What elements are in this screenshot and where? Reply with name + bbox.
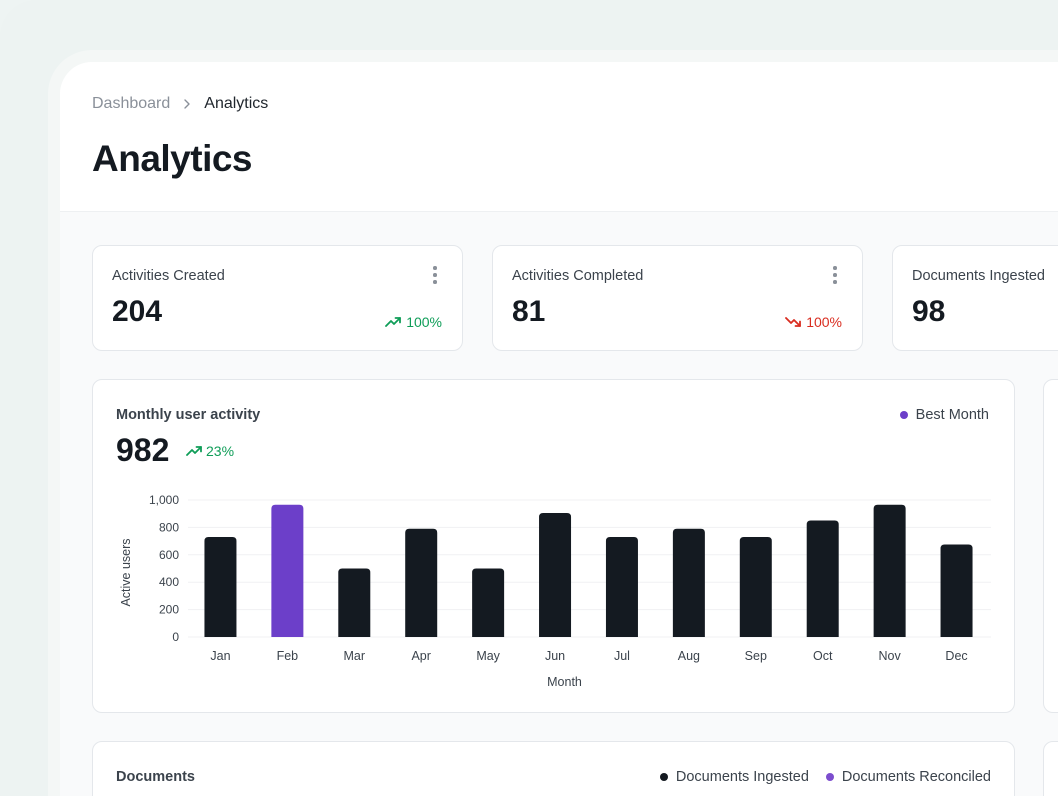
- stat-value: 98: [912, 295, 946, 328]
- legend-label: Documents Ingested: [675, 769, 809, 785]
- app-window: Dashboard Analytics Analytics Activities…: [60, 62, 1058, 796]
- trend-value: 100%: [406, 314, 442, 330]
- bar-jul: [605, 536, 638, 637]
- side-card: [1043, 379, 1058, 713]
- trend-up-icon: [186, 446, 202, 456]
- page-header: Dashboard Analytics Analytics: [60, 62, 1058, 212]
- breadcrumb-dashboard-link[interactable]: Dashboard: [92, 95, 171, 112]
- x-tick-label: Apr: [411, 649, 430, 663]
- chart-title: Monthly user activity: [116, 407, 261, 423]
- x-tick-label: May: [476, 649, 500, 663]
- stat-label: Activities Completed: [512, 268, 644, 284]
- x-tick-label: Jul: [614, 649, 630, 663]
- bar-aug: [672, 528, 705, 637]
- bar-may: [472, 568, 505, 637]
- y-tick-label: 200: [159, 603, 179, 617]
- x-tick-label: Jan: [210, 649, 230, 663]
- chevron-right-icon: [184, 99, 190, 109]
- chart-total-value: 982: [116, 432, 170, 468]
- bar-sep: [739, 536, 772, 637]
- bar-feb: [271, 504, 304, 637]
- legend-label: Documents Reconciled: [841, 769, 991, 785]
- x-tick-label: Feb: [277, 649, 299, 663]
- documents-legend: Documents Ingested Documents Reconciled: [643, 769, 991, 785]
- stat-label: Activities Created: [112, 268, 225, 284]
- more-options-icon[interactable]: [832, 266, 838, 284]
- bar-jan: [204, 536, 237, 637]
- stat-label: Documents Ingested: [912, 268, 1045, 284]
- x-tick-label: Aug: [678, 649, 700, 663]
- y-tick-label: 600: [159, 548, 179, 562]
- x-axis-label: Month: [547, 675, 582, 689]
- legend-item-reconciled: Documents Reconciled: [825, 769, 991, 785]
- legend-label: Best Month: [915, 407, 989, 423]
- trend-up-icon: [385, 317, 402, 327]
- bar-jun: [539, 513, 572, 637]
- stat-value: 81: [512, 295, 546, 328]
- y-axis-label: Active users: [119, 538, 133, 606]
- legend-dot: [659, 773, 668, 781]
- x-tick-label: Nov: [879, 649, 902, 663]
- documents-card: Documents Documents Ingested Documents R…: [92, 741, 1015, 796]
- legend-dot: [825, 773, 834, 781]
- stat-card-activities-created: Activities Created 204 100%: [92, 245, 463, 351]
- x-tick-label: Oct: [813, 649, 833, 663]
- legend-dot: [899, 411, 908, 419]
- y-tick-label: 400: [159, 575, 179, 589]
- bar-dec: [940, 544, 973, 637]
- trend-badge: 100%: [385, 314, 442, 330]
- x-tick-label: Jun: [545, 649, 565, 663]
- x-tick-label: Sep: [745, 649, 767, 663]
- more-options-icon[interactable]: [432, 266, 438, 284]
- chart-trend-badge: 23%: [186, 443, 234, 459]
- monthly-bar-chart: 0 200 400 600 800 1,000 Jan Feb Mar Apr May Jun Jul A…: [119, 493, 991, 689]
- legend-item-ingested: Documents Ingested: [659, 769, 809, 785]
- bar-mar: [338, 568, 371, 637]
- chart-trend-value: 23%: [206, 443, 235, 459]
- bar-apr: [405, 528, 438, 637]
- y-tick-label: 0: [172, 630, 179, 644]
- breadcrumb-current: Analytics: [204, 95, 269, 112]
- trend-badge: 100%: [785, 314, 842, 330]
- monthly-activity-card: Monthly user activity Best Month 982 23%…: [92, 379, 1015, 713]
- stat-card-activities-completed: Activities Completed 81 100%: [492, 245, 863, 351]
- bar-oct: [806, 520, 839, 637]
- chart-legend: Best Month: [899, 407, 989, 423]
- bar-nov: [873, 504, 906, 637]
- stat-value: 204: [112, 295, 163, 328]
- y-tick-label: 1,000: [149, 493, 179, 507]
- page-title: Analytics: [92, 138, 253, 179]
- breadcrumb: Dashboard Analytics: [92, 95, 268, 113]
- side-card: [1043, 741, 1058, 796]
- documents-title: Documents: [116, 769, 195, 785]
- x-tick-label: Mar: [344, 649, 366, 663]
- stat-card-documents-ingested: Documents Ingested 98: [892, 245, 1058, 351]
- x-tick-label: Dec: [945, 649, 967, 663]
- trend-value: 100%: [806, 314, 842, 330]
- y-tick-label: 800: [159, 520, 179, 534]
- trend-down-icon: [785, 317, 802, 327]
